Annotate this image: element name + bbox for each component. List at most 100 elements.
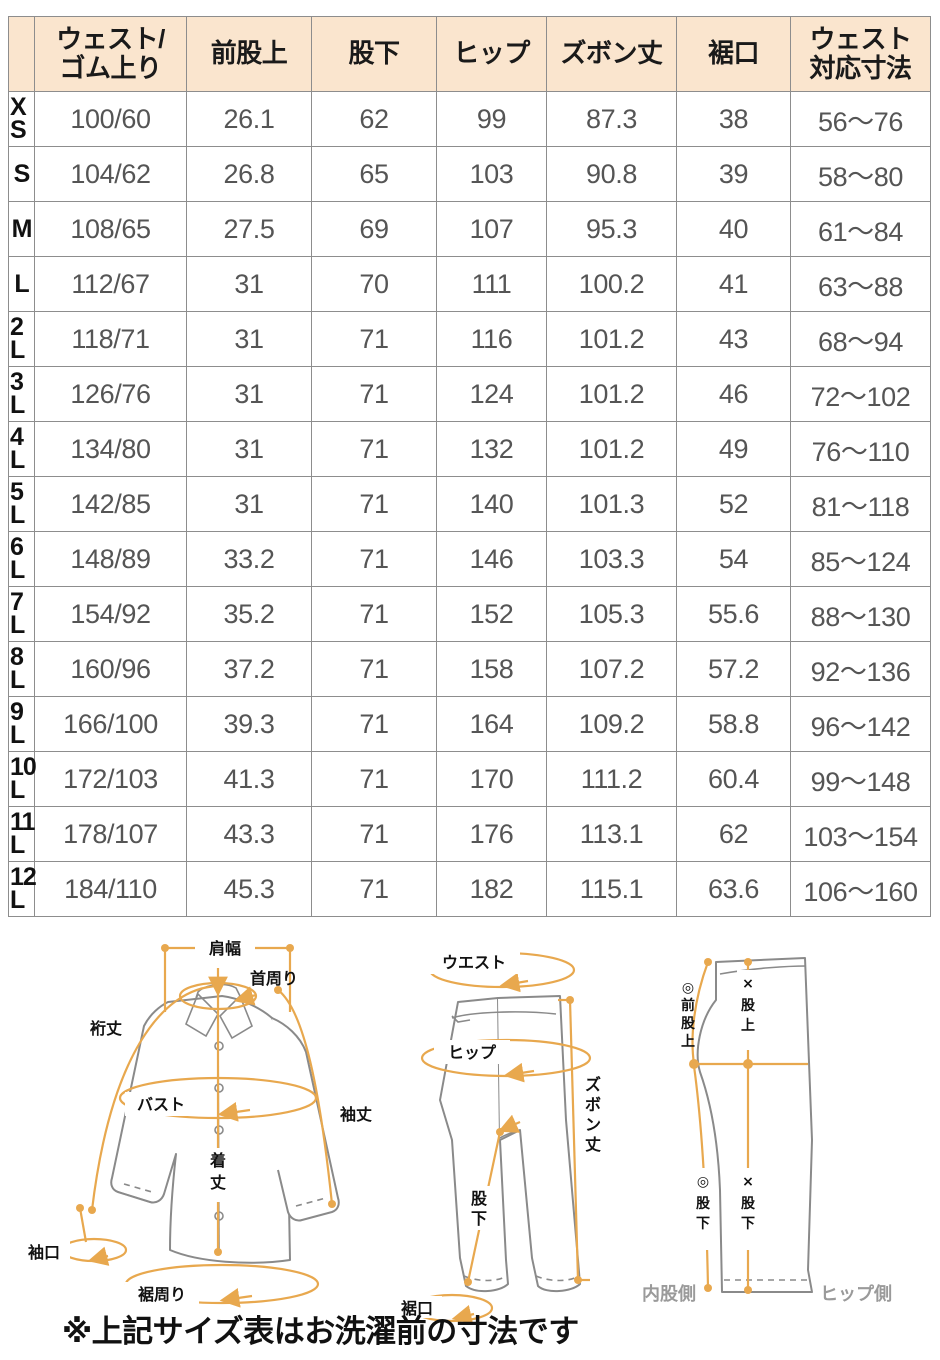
column-header-inseam: 股下: [311, 16, 437, 92]
cell-pants-length: 95.3: [546, 201, 677, 257]
cell-hem-opening: 40: [676, 201, 791, 257]
cell-hip: 152: [436, 586, 547, 642]
header-line-1: 前股上: [210, 38, 288, 69]
cell-hip: 158: [436, 641, 547, 697]
cell-inseam: 71: [311, 531, 437, 587]
pants-label-inseam-1: 股: [471, 1189, 488, 1208]
header-line-1: 裾口: [707, 38, 760, 69]
diagrams-svg: .gline { fill:#ffffff; stroke:#8A8A8A; s…: [20, 940, 892, 1325]
shirt-label-neck: 首周り: [250, 969, 298, 988]
shirt-label-sleeve-total: 裄丈: [89, 1019, 122, 1038]
cell-inseam: 71: [311, 366, 437, 422]
cell-hip: 140: [436, 476, 547, 532]
cell-pants-length: 109.2: [546, 696, 677, 752]
cell-hip: 164: [436, 696, 547, 752]
cell-pants-length: 100.2: [546, 256, 677, 312]
size-part: L: [10, 336, 25, 364]
cell-front-rise: 31: [186, 421, 312, 477]
cell-hem-opening: 43: [676, 311, 791, 367]
column-header-pants-length: ズボン丈: [546, 16, 677, 92]
cell-hem-opening: 38: [676, 91, 791, 147]
cell-waist-fit: 85〜124: [790, 531, 931, 587]
cell-pants-length: 101.2: [546, 366, 677, 422]
cell-hip: 146: [436, 531, 547, 587]
shirt-label-body-length-2: 丈: [210, 1173, 226, 1192]
size-part: L: [10, 721, 25, 749]
table-row: 2 L 118/71 31 71 116 101.2 43 68〜94: [8, 311, 931, 367]
cell-waist: 126/76: [34, 366, 187, 422]
pants-label-hip: ヒップ: [448, 1043, 497, 1062]
cell-hem-opening: 58.8: [676, 696, 791, 752]
cell-waist: 166/100: [34, 696, 187, 752]
cell-hip: 99: [436, 91, 547, 147]
cell-inseam: 71: [311, 861, 437, 917]
cell-waist: 100/60: [34, 91, 187, 147]
cell-waist: 118/71: [34, 311, 187, 367]
table-row: M 108/65 27.5 69 107 95.3 40 61〜84: [8, 201, 931, 257]
pants-measurement-diagram: ウエスト ヒップ ズ ボ ン 丈 股 下: [392, 950, 604, 1325]
header-line-1: ズボン丈: [560, 38, 663, 69]
cell-front-rise: 31: [186, 256, 312, 312]
size-stack: 11 L: [9, 810, 35, 859]
cell-waist: 148/89: [34, 531, 187, 587]
cell-hem-opening: 41: [676, 256, 791, 312]
size-part: 10: [10, 753, 37, 781]
row-size-label: 10 L: [8, 751, 37, 807]
pants-label-inseam-2: 下: [471, 1209, 487, 1228]
cell-waist-fit: 63〜88: [790, 256, 931, 312]
size-part: 9: [10, 698, 24, 726]
size-part: 4: [10, 423, 24, 451]
cell-inseam: 71: [311, 806, 437, 862]
size-part: X: [10, 93, 27, 121]
rise-measurement-diagram: ◎ 前 股 上 × 股 上 ◎ 股 下 × 股: [642, 957, 892, 1305]
size-table-body: X S 100/60 26.1 62 99 87.3 38 56〜76 S 104/62 26.8 65…: [8, 91, 931, 917]
cell-pants-length: 90.8: [546, 146, 677, 202]
size-part: L: [10, 611, 25, 639]
cell-waist: 154/92: [34, 586, 187, 642]
header-line-2: ゴム上り: [59, 53, 162, 83]
pants-label-length-3: ン: [585, 1115, 601, 1134]
size-part: L: [10, 886, 25, 914]
cell-pants-length: 111.2: [546, 751, 677, 807]
cell-waist-fit: 81〜118: [790, 476, 931, 532]
size-stack: 10 L: [9, 753, 37, 803]
cell-hem-opening: 46: [676, 366, 791, 422]
size-table-container: ウェスト/ ゴム上り 前股上 股下 ヒップ ズボン丈 裾口: [8, 16, 931, 917]
shirt-label-bust: バスト: [137, 1095, 185, 1114]
size-part: 6: [10, 533, 24, 561]
cell-waist: 142/85: [34, 476, 187, 532]
table-row: 12 L 184/110 45.3 71 182 115.1 63.6 106〜160: [8, 861, 931, 917]
shirt-label-hem-circumference: 裾周り: [138, 1285, 186, 1304]
cell-waist: 108/65: [34, 201, 187, 257]
rise-label-inseam-outer-1: 股: [741, 1196, 756, 1212]
cell-pants-length: 115.1: [546, 861, 677, 917]
size-part: L: [10, 831, 25, 859]
cell-waist: 184/110: [34, 861, 187, 917]
shirt-label-shoulder-width: 肩幅: [209, 940, 241, 958]
shirt-label-body-length-1: 着: [209, 1151, 226, 1170]
size-part: L: [14, 269, 29, 298]
cell-front-rise: 27.5: [186, 201, 312, 257]
cell-front-rise: 41.3: [186, 751, 312, 807]
rise-marker-circle-inseam: ◎: [697, 1174, 709, 1190]
size-table-header: ウェスト/ ゴム上り 前股上 股下 ヒップ ズボン丈 裾口: [8, 16, 931, 92]
cell-inseam: 71: [311, 476, 437, 532]
cell-pants-length: 101.2: [546, 421, 677, 477]
rise-label-front-rise-1: 前: [681, 997, 695, 1014]
row-size-label: 12 L: [8, 861, 37, 917]
cell-waist-fit: 99〜148: [790, 751, 931, 807]
table-row: 11 L 178/107 43.3 71 176 113.1 62 103〜154: [8, 806, 931, 862]
rise-marker-cross-inseam: ×: [742, 1174, 754, 1190]
size-part: S: [10, 116, 27, 144]
size-part: L: [10, 391, 25, 419]
table-row: L 112/67 31 70 111 100.2 41 63〜88: [8, 256, 931, 312]
pants-label-hem-opening: 裾口: [401, 1299, 433, 1318]
